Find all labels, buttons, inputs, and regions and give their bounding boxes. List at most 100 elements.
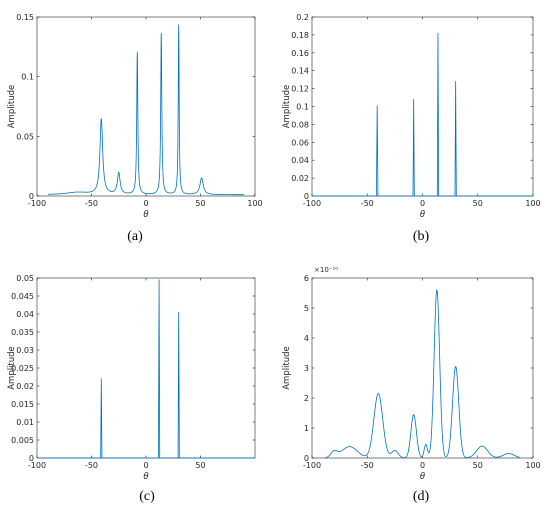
y-tick-label: 0.015 xyxy=(11,400,34,409)
peak-point xyxy=(201,177,202,178)
peak-point xyxy=(159,279,160,280)
axes-box xyxy=(311,277,534,459)
x-tick-label: -100 xyxy=(28,199,46,208)
y-tick-label: 0 xyxy=(29,192,34,201)
x-tick-label: 100 xyxy=(247,199,262,208)
peak-point xyxy=(334,450,335,451)
x-axis-label: θ xyxy=(420,472,426,482)
panel-d: -100 -50 0 50 100 0 1 2 3 4 5 6 ×10⁻¹⁰ θ Amplitude (d) xyxy=(282,266,541,504)
peak-point xyxy=(101,378,102,379)
peak-point xyxy=(455,366,456,367)
peak-point xyxy=(413,99,414,100)
y-tick-label: 0.18 xyxy=(291,31,309,40)
axes-box xyxy=(311,16,534,197)
y-tick-label: 0.035 xyxy=(11,328,34,337)
x-tick-label: 100 xyxy=(525,199,540,208)
peak-point xyxy=(437,33,438,34)
y-tick-label: 0 xyxy=(29,454,34,463)
y-tick-label: 6 xyxy=(304,274,309,283)
panel-a: -100 -50 0 50 100 0 0.05 0.1 0.15 θ Amplitude (a) xyxy=(7,13,263,244)
panel-label: (c) xyxy=(139,489,155,504)
series-line xyxy=(312,32,533,197)
x-tick-label: -50 xyxy=(361,199,374,208)
peak-point xyxy=(436,290,437,291)
y-tick-label: 0.005 xyxy=(11,436,34,445)
panel-c: -100 -50 0 50 0 0.005 0.01 0.015 0.02 0.025 0.03 0.… xyxy=(7,274,256,504)
x-tick-label: 0 xyxy=(420,461,425,470)
x-tick-label: -100 xyxy=(303,199,321,208)
x-axis-label: θ xyxy=(420,210,426,220)
y-tick-label: 5 xyxy=(304,304,309,313)
peak-point xyxy=(101,118,102,119)
y-tick-label: 0.15 xyxy=(16,13,34,22)
peak-point xyxy=(413,414,414,415)
y-tick-label: 0.1 xyxy=(21,73,34,82)
y-tick-label: 4 xyxy=(304,334,309,343)
peak-point xyxy=(455,81,456,82)
y-tick-label: 0.04 xyxy=(16,310,34,319)
y-tick-label: 0.045 xyxy=(11,292,34,301)
x-tick-label: 50 xyxy=(195,199,205,208)
y-tick-label: 0.08 xyxy=(291,120,309,129)
y-tick-label: 0 xyxy=(304,192,309,201)
peak-point xyxy=(377,105,378,106)
peak-point xyxy=(137,52,138,53)
y-tick-label: 0.02 xyxy=(16,382,34,391)
peak-point xyxy=(508,453,509,454)
y-tick-label: 0.05 xyxy=(16,274,34,283)
x-axis-label: θ xyxy=(143,472,149,482)
y-tick-label: 0.12 xyxy=(291,85,309,94)
y-tick-label: 0 xyxy=(304,454,309,463)
peak-point xyxy=(118,172,119,173)
x-tick-label: -100 xyxy=(28,461,46,470)
x-tick-label: 0 xyxy=(143,199,148,208)
y-tick-label: 1 xyxy=(304,424,309,433)
x-tick-label: 0 xyxy=(420,199,425,208)
x-tick-label: -50 xyxy=(85,199,98,208)
y-axis-label: Amplitude xyxy=(7,85,17,129)
x-tick-label: -100 xyxy=(303,461,321,470)
x-tick-label: 50 xyxy=(195,461,205,470)
peak-point xyxy=(178,312,179,313)
y-tick-label: 2 xyxy=(304,394,309,403)
y-tick-label: 0.01 xyxy=(16,418,34,427)
peak-point xyxy=(425,444,426,445)
x-tick-label: 50 xyxy=(473,199,483,208)
peak-point xyxy=(378,393,379,394)
y-tick-label: 0.16 xyxy=(291,49,309,58)
axes-box xyxy=(36,277,256,459)
x-tick-label: -50 xyxy=(361,461,374,470)
x-axis-label: θ xyxy=(143,210,149,220)
panel-label: (d) xyxy=(413,489,430,504)
y-axis-label: Amplitude xyxy=(7,346,17,390)
y-tick-label: 0.025 xyxy=(11,364,34,373)
x-tick-label: 0 xyxy=(143,461,148,470)
y-tick-label: 0.03 xyxy=(16,346,34,355)
y-tick-label: 0.06 xyxy=(291,138,309,147)
y-axis-label: Amplitude xyxy=(282,85,292,129)
series-line xyxy=(37,279,255,459)
axes-box xyxy=(36,16,256,197)
x-tick-label: -50 xyxy=(85,461,98,470)
series-line xyxy=(47,24,245,196)
y-tick-label: 0.02 xyxy=(291,174,309,183)
x-tick-label: 50 xyxy=(473,461,483,470)
y-axis-exponent: ×10⁻¹⁰ xyxy=(314,266,338,274)
y-tick-label: 0.05 xyxy=(16,132,34,141)
y-tick-label: 0.04 xyxy=(291,156,309,165)
series-line xyxy=(324,289,521,459)
peak-point xyxy=(178,24,179,25)
peak-point xyxy=(482,445,483,446)
y-tick-label: 0.1 xyxy=(296,103,309,112)
panel-b: -100 -50 0 50 100 0 0.02 0.04 0.06 0.08 0.1 0.12 0.1… xyxy=(282,13,541,244)
peak-point xyxy=(161,33,162,34)
y-tick-label: 0.14 xyxy=(291,67,309,76)
panel-label: (b) xyxy=(413,229,430,244)
y-tick-label: 0.2 xyxy=(296,13,309,22)
y-axis-label: Amplitude xyxy=(282,346,292,390)
y-tick-label: 3 xyxy=(304,364,309,373)
peak-point xyxy=(349,446,350,447)
panel-label: (a) xyxy=(127,229,143,244)
peak-point xyxy=(394,450,395,451)
